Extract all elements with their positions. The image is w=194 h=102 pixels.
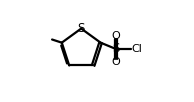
- Text: S: S: [112, 42, 120, 55]
- Text: O: O: [112, 57, 120, 67]
- Text: S: S: [77, 22, 85, 35]
- Text: O: O: [112, 31, 120, 41]
- Text: Cl: Cl: [131, 44, 142, 54]
